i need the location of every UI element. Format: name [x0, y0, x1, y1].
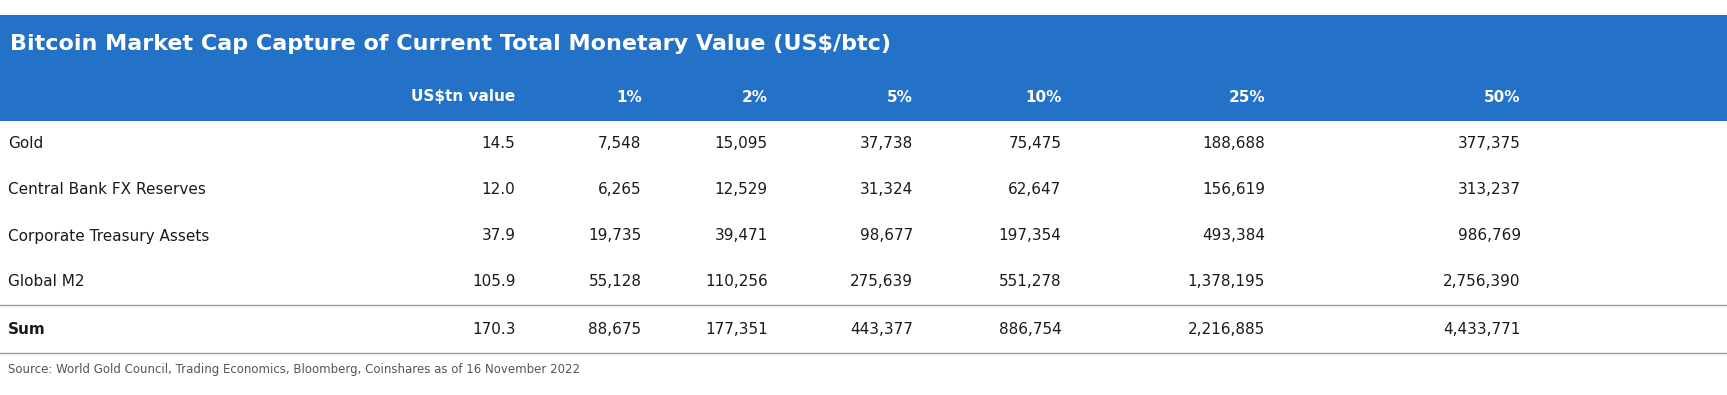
Text: Central Bank FX Reserves: Central Bank FX Reserves: [9, 182, 206, 198]
Bar: [0, 167, 1727, 213]
Text: 110,256: 110,256: [705, 275, 769, 290]
Text: 31,324: 31,324: [860, 182, 914, 198]
Text: Source: World Gold Council, Trading Economics, Bloomberg, Coinshares as of 16 No: Source: World Gold Council, Trading Econ…: [9, 363, 580, 376]
Text: 177,351: 177,351: [705, 322, 769, 337]
Text: 105.9: 105.9: [471, 275, 516, 290]
Text: Sum: Sum: [9, 322, 45, 337]
Bar: [0, 305, 1727, 353]
Text: Corporate Treasury Assets: Corporate Treasury Assets: [9, 228, 209, 243]
Text: 98,677: 98,677: [860, 228, 914, 243]
Text: 4,433,771: 4,433,771: [1444, 322, 1521, 337]
Text: 88,675: 88,675: [589, 322, 642, 337]
Text: 39,471: 39,471: [715, 228, 769, 243]
Text: 55,128: 55,128: [589, 275, 642, 290]
Text: 443,377: 443,377: [850, 322, 914, 337]
Text: 19,735: 19,735: [589, 228, 642, 243]
Text: 12.0: 12.0: [482, 182, 516, 198]
Text: 15,095: 15,095: [715, 137, 769, 152]
Text: 10%: 10%: [1024, 90, 1062, 105]
Text: 50%: 50%: [1483, 90, 1521, 105]
Text: 7,548: 7,548: [598, 137, 642, 152]
Text: 197,354: 197,354: [998, 228, 1062, 243]
Text: 156,619: 156,619: [1202, 182, 1266, 198]
Text: 37,738: 37,738: [860, 137, 914, 152]
Text: 1,378,195: 1,378,195: [1188, 275, 1266, 290]
Text: 986,769: 986,769: [1458, 228, 1521, 243]
Text: 2,756,390: 2,756,390: [1444, 275, 1521, 290]
Text: Global M2: Global M2: [9, 275, 85, 290]
Text: Gold: Gold: [9, 137, 43, 152]
Text: 75,475: 75,475: [1009, 137, 1062, 152]
Text: 551,278: 551,278: [998, 275, 1062, 290]
Bar: [0, 213, 1727, 259]
Text: 14.5: 14.5: [482, 137, 516, 152]
Text: 275,639: 275,639: [850, 275, 914, 290]
Text: 2%: 2%: [741, 90, 769, 105]
Text: 25%: 25%: [1228, 90, 1266, 105]
Text: 2,216,885: 2,216,885: [1188, 322, 1266, 337]
Text: 170.3: 170.3: [471, 322, 516, 337]
Bar: [0, 259, 1727, 305]
Text: 188,688: 188,688: [1202, 137, 1266, 152]
Bar: [0, 15, 1727, 73]
Text: 313,237: 313,237: [1458, 182, 1521, 198]
Bar: [0, 73, 1727, 121]
Text: 493,384: 493,384: [1202, 228, 1266, 243]
Text: 5%: 5%: [888, 90, 914, 105]
Text: 62,647: 62,647: [1009, 182, 1062, 198]
Bar: [0, 121, 1727, 167]
Text: 37.9: 37.9: [482, 228, 516, 243]
Text: US$tn value: US$tn value: [411, 90, 516, 105]
Text: 886,754: 886,754: [998, 322, 1062, 337]
Text: 1%: 1%: [617, 90, 642, 105]
Text: 6,265: 6,265: [598, 182, 642, 198]
Text: Bitcoin Market Cap Capture of Current Total Monetary Value (US$/btc): Bitcoin Market Cap Capture of Current To…: [10, 34, 891, 54]
Text: 12,529: 12,529: [715, 182, 769, 198]
Text: 377,375: 377,375: [1458, 137, 1521, 152]
